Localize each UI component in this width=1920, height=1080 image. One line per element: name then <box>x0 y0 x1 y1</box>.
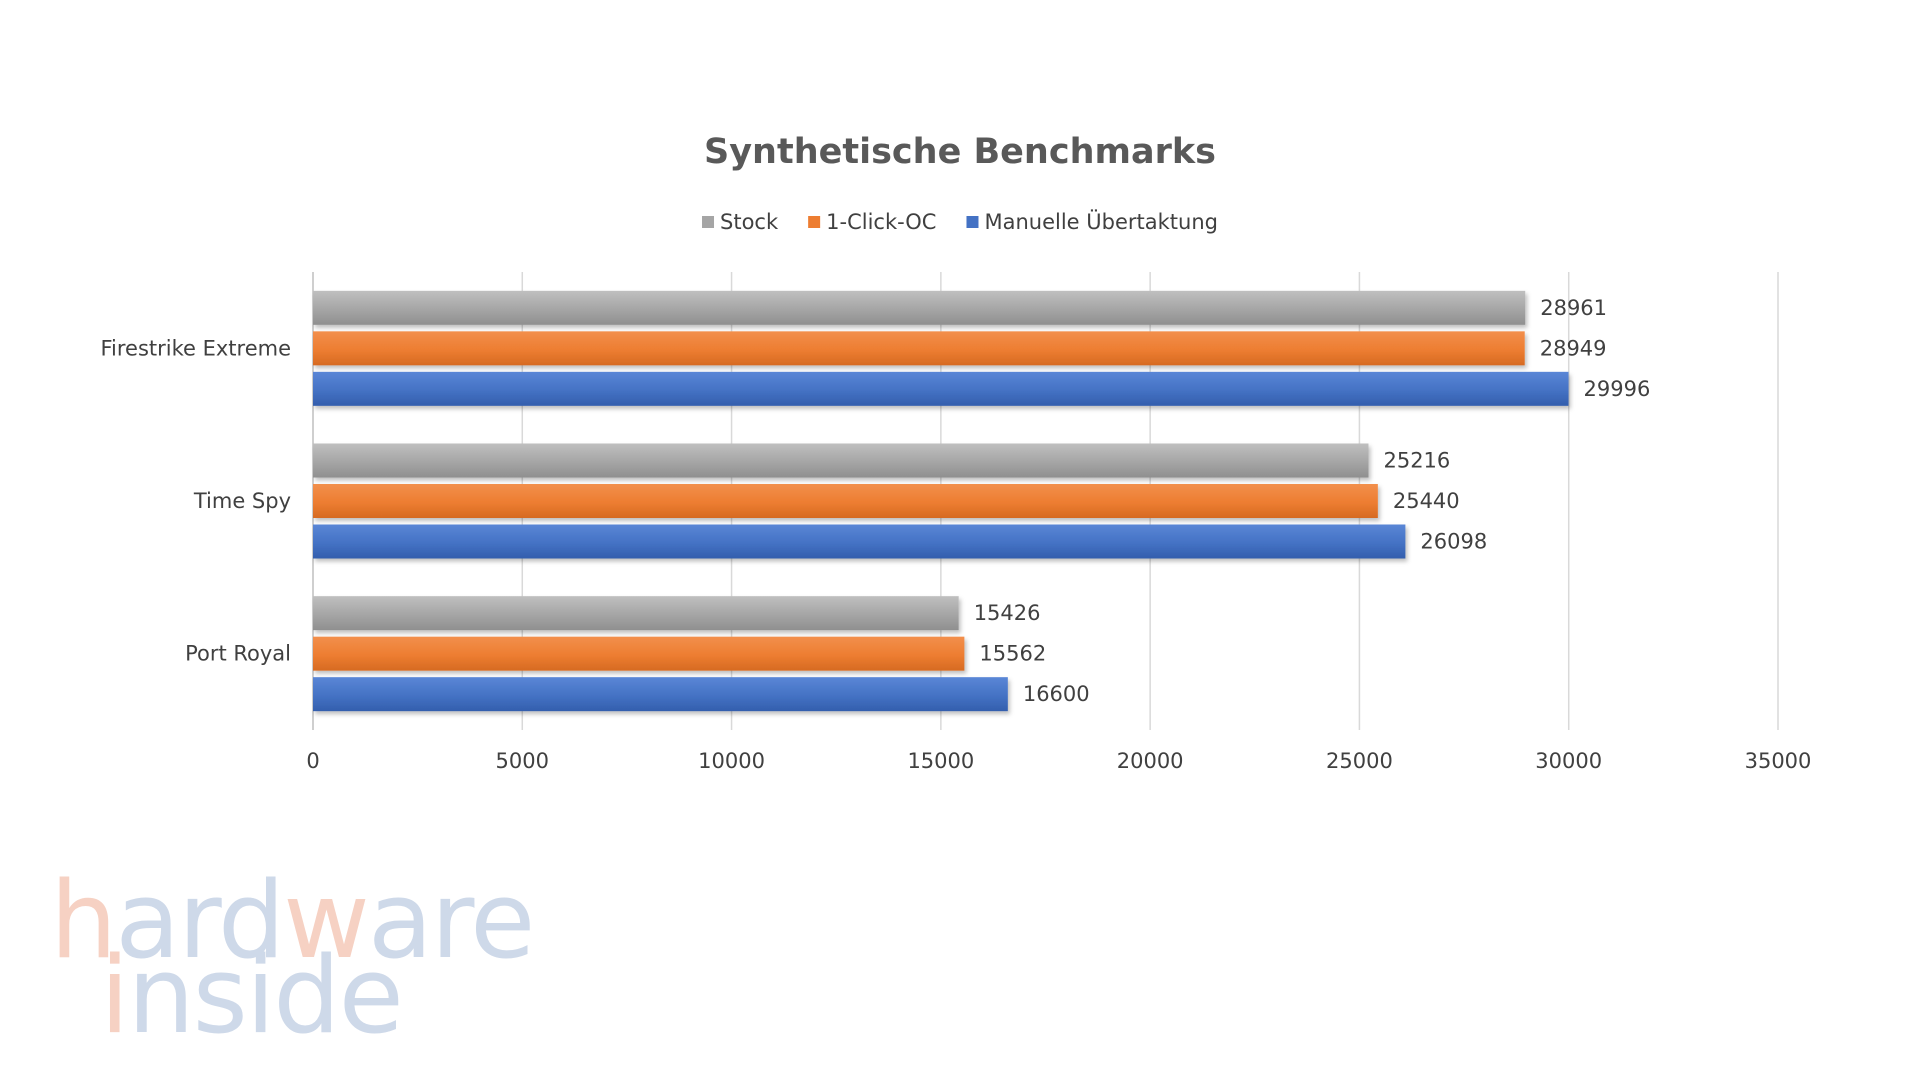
x-tick-label: 15000 <box>907 749 974 773</box>
bar <box>313 524 1406 559</box>
category-label: Port Royal <box>185 642 291 666</box>
data-label: 15562 <box>979 642 1046 666</box>
legend-item: 1-Click-OC <box>808 210 936 234</box>
legend-swatch <box>702 216 715 228</box>
x-tick-label: 5000 <box>496 749 549 773</box>
x-tick-label: 0 <box>306 749 319 773</box>
data-label: 15426 <box>974 601 1041 625</box>
legend-label: Manuelle Übertaktung <box>984 209 1218 234</box>
logo-line-hardware: hardware <box>50 859 533 982</box>
bar <box>313 443 1369 478</box>
data-label: 25440 <box>1393 489 1460 513</box>
legend: Stock 1-Click-OC Manuelle Übertaktung <box>702 209 1218 234</box>
x-tick-label: 25000 <box>1326 749 1393 773</box>
data-label: 28961 <box>1540 296 1607 320</box>
x-tick-label: 35000 <box>1745 749 1812 773</box>
x-tick-label: 20000 <box>1117 749 1184 773</box>
bar <box>313 636 965 671</box>
hardware-inside-logo: hardware inside <box>50 859 535 1057</box>
data-label: 28949 <box>1540 336 1607 360</box>
bar <box>313 290 1526 325</box>
x-tick-labels: 0 5000 10000 15000 20000 25000 30000 35000 <box>306 749 1811 773</box>
legend-swatch <box>808 216 821 228</box>
legend-label: Stock <box>720 210 779 234</box>
x-tick-label: 10000 <box>698 749 765 773</box>
chart-title: Synthetische Benchmarks <box>704 132 1216 172</box>
bar <box>313 331 1525 366</box>
legend-swatch <box>966 216 979 228</box>
bar <box>313 596 959 631</box>
bars <box>313 290 1569 712</box>
legend-label: 1-Click-OC <box>826 210 936 234</box>
data-label: 26098 <box>1420 530 1487 554</box>
legend-item: Stock <box>702 210 779 234</box>
data-label: 25216 <box>1383 449 1450 473</box>
x-tick-label: 30000 <box>1535 749 1602 773</box>
logo-line-inside: inside <box>100 934 402 1057</box>
category-label: Time Spy <box>193 489 291 513</box>
legend-item: Manuelle Übertaktung <box>966 209 1218 234</box>
data-labels: 28961 28949 29996 25216 25440 26098 15426 15562… <box>974 296 1651 706</box>
bar <box>313 677 1008 712</box>
data-label: 29996 <box>1584 377 1651 401</box>
category-label: Firestrike Extreme <box>100 336 291 360</box>
bar <box>313 371 1569 406</box>
bar <box>313 484 1378 518</box>
category-labels: Firestrike Extreme Time Spy Port Royal <box>100 336 291 665</box>
data-label: 16600 <box>1023 682 1090 706</box>
